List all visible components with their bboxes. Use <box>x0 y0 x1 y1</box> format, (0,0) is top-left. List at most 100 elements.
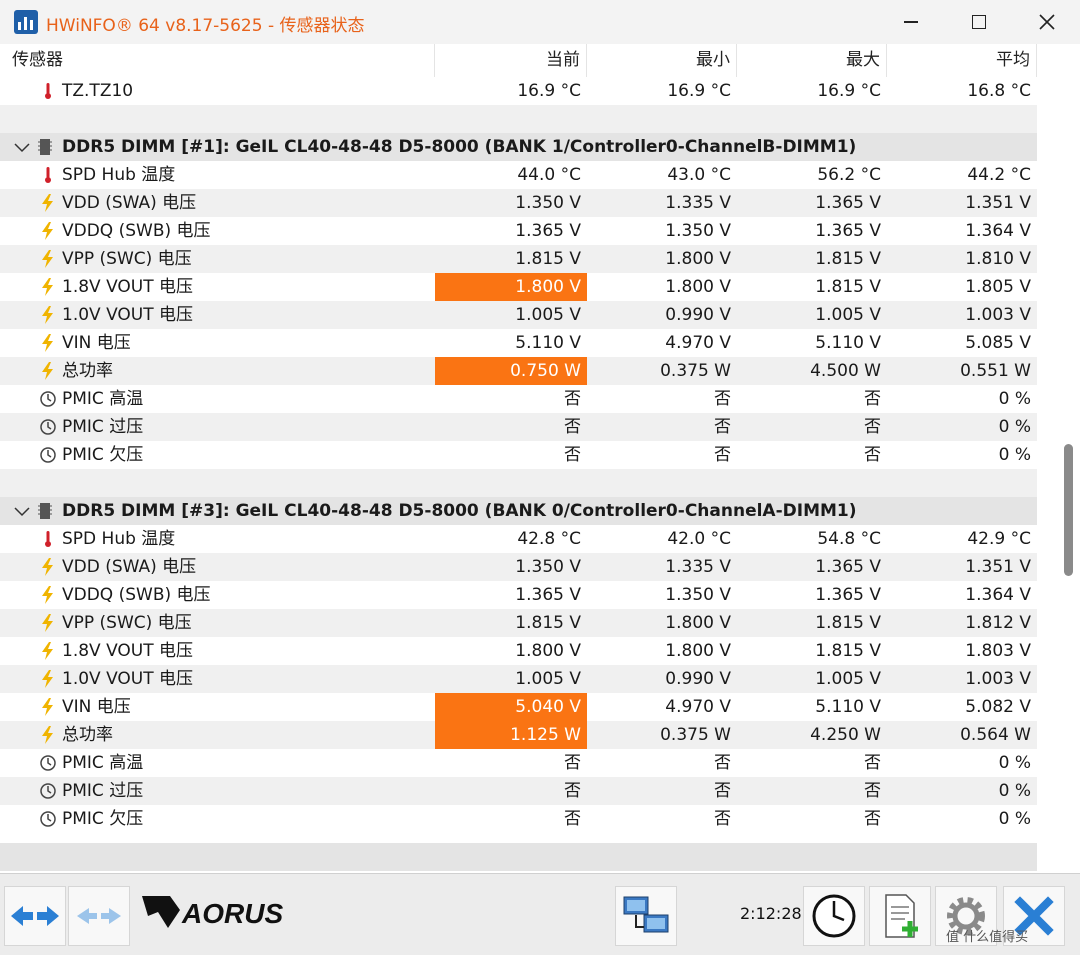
bolt-icon <box>38 557 58 577</box>
column-header-sensor[interactable]: 传感器 <box>0 44 435 77</box>
sensor-row[interactable]: PMIC 高温 否 否 否 0 % <box>0 385 1037 413</box>
sensor-row[interactable]: PMIC 欠压 否 否 否 0 % <box>0 441 1037 469</box>
sensor-row[interactable]: PMIC 过压 否 否 否 0 % <box>0 777 1037 805</box>
next-group-header-partial[interactable] <box>0 843 1037 871</box>
sensor-row[interactable]: VDD (SWA) 电压 1.350 V 1.335 V 1.365 V 1.351 V <box>0 553 1037 581</box>
sensor-row[interactable]: 总功率 0.750 W 0.375 W 4.500 W 0.551 W <box>0 357 1037 385</box>
sensor-group-header[interactable]: DDR5 DIMM [#3]: GeIL CL40-48-48 D5-8000 … <box>0 497 1037 525</box>
sensor-value-avg: 0 % <box>998 809 1031 829</box>
memory-chip-icon <box>38 139 52 155</box>
column-header-current[interactable]: 当前 <box>435 44 587 77</box>
sensor-row[interactable]: 1.0V VOUT 电压 1.005 V 0.990 V 1.005 V 1.003 V <box>0 665 1037 693</box>
column-header-min[interactable]: 最小 <box>587 44 737 77</box>
sensor-row[interactable]: VDDQ (SWB) 电压 1.365 V 1.350 V 1.365 V 1.364 … <box>0 217 1037 245</box>
close-button[interactable] <box>1012 0 1080 44</box>
spacer-row <box>0 105 1037 133</box>
sensor-label: VDDQ (SWB) 电压 <box>62 585 211 605</box>
bolt-icon <box>38 361 58 381</box>
elapsed-time: 2:12:28 <box>740 904 802 923</box>
sensor-row[interactable]: VDD (SWA) 电压 1.350 V 1.335 V 1.365 V 1.351 V <box>0 189 1037 217</box>
sensor-row[interactable]: 1.0V VOUT 电压 1.005 V 0.990 V 1.005 V 1.003 V <box>0 301 1037 329</box>
sensor-row[interactable]: VIN 电压 5.040 V 4.970 V 5.110 V 5.082 V <box>0 693 1037 721</box>
sensor-value-current: 否 <box>564 781 581 801</box>
aorus-logo-text: AORUS <box>181 898 283 929</box>
sensor-value-max: 5.110 V <box>815 333 881 353</box>
sensor-value-avg: 0 % <box>998 389 1031 409</box>
sensor-value-avg: 1.812 V <box>965 613 1031 633</box>
sensor-row[interactable]: 总功率 1.125 W 0.375 W 4.250 W 0.564 W <box>0 721 1037 749</box>
sensor-row[interactable]: 1.8V VOUT 电压 1.800 V 1.800 V 1.815 V 1.805 V <box>0 273 1037 301</box>
clock-status-icon <box>38 753 58 773</box>
sensor-row[interactable]: TZ.TZ10 16.9 °C 16.9 °C 16.9 °C 16.8 °C <box>0 77 1037 105</box>
settings-button[interactable] <box>935 886 997 946</box>
sensor-value-min: 0.990 V <box>665 669 731 689</box>
column-header-max[interactable]: 最大 <box>737 44 887 77</box>
sensor-value-avg: 16.8 °C <box>967 81 1031 101</box>
sensor-row[interactable]: SPD Hub 温度 42.8 °C 42.0 °C 54.8 °C 42.9 °C <box>0 525 1037 553</box>
bolt-icon <box>38 277 58 297</box>
sensor-value-max: 否 <box>864 417 881 437</box>
sensor-value-max: 1.005 V <box>815 669 881 689</box>
sensor-value-min: 否 <box>714 445 731 465</box>
sensor-value-min: 否 <box>714 809 731 829</box>
scrollbar-thumb[interactable] <box>1064 444 1073 576</box>
column-header-avg[interactable]: 平均 <box>887 44 1037 77</box>
network-button[interactable] <box>615 886 677 946</box>
collapse-all-button[interactable] <box>68 886 130 946</box>
aorus-logo: AORUS <box>140 892 300 936</box>
sensor-value-current: 1.365 V <box>515 221 581 241</box>
hwinfo-app-icon <box>14 10 38 34</box>
bolt-icon <box>38 305 58 325</box>
sensor-value-avg: 0.551 W <box>960 361 1031 381</box>
sensor-label: 总功率 <box>62 725 113 745</box>
sensor-value-max: 1.815 V <box>815 277 881 297</box>
sensor-value-max: 16.9 °C <box>817 81 881 101</box>
sensor-row[interactable]: 1.8V VOUT 电压 1.800 V 1.800 V 1.815 V 1.803 V <box>0 637 1037 665</box>
sensor-value-max: 4.250 W <box>810 725 881 745</box>
minimize-button[interactable] <box>876 0 946 44</box>
watermark-text: 值 什么值得买 <box>946 930 1029 945</box>
sensor-value-min: 1.335 V <box>665 557 731 577</box>
sensor-row[interactable]: VIN 电压 5.110 V 4.970 V 5.110 V 5.085 V <box>0 329 1037 357</box>
sensor-value-avg: 0 % <box>998 417 1031 437</box>
chevron-down-icon[interactable] <box>12 138 32 156</box>
sensor-row[interactable]: PMIC 欠压 否 否 否 0 % <box>0 805 1037 833</box>
sensor-label: PMIC 欠压 <box>62 809 144 829</box>
sensor-group-header[interactable]: DDR5 DIMM [#1]: GeIL CL40-48-48 D5-8000 … <box>0 133 1037 161</box>
sensor-value-current: 1.800 V <box>435 273 587 301</box>
sensor-value-avg: 44.2 °C <box>967 165 1031 185</box>
bolt-icon <box>38 697 58 717</box>
sensor-row[interactable]: SPD Hub 温度 44.0 °C 43.0 °C 56.2 °C 44.2 °C <box>0 161 1037 189</box>
logging-button[interactable] <box>869 886 931 946</box>
sensor-value-avg: 1.003 V <box>965 669 1031 689</box>
sensor-value-max: 1.365 V <box>815 193 881 213</box>
sensor-label: PMIC 欠压 <box>62 445 144 465</box>
sensor-label: VDDQ (SWB) 电压 <box>62 221 211 241</box>
sensor-row[interactable]: VPP (SWC) 电压 1.815 V 1.800 V 1.815 V 1.810 V <box>0 245 1037 273</box>
expand-all-button[interactable] <box>4 886 66 946</box>
sensor-row[interactable]: VPP (SWC) 电压 1.815 V 1.800 V 1.815 V 1.812 V <box>0 609 1037 637</box>
sensor-row[interactable]: VDDQ (SWB) 电压 1.365 V 1.350 V 1.365 V 1.364 … <box>0 581 1037 609</box>
sensor-value-current: 1.365 V <box>515 585 581 605</box>
sensor-value-current: 5.110 V <box>515 333 581 353</box>
sensor-list[interactable]: TZ.TZ10 16.9 °C 16.9 °C 16.9 °C 16.8 °C DDR5 … <box>0 77 1040 873</box>
sensor-value-max: 1.815 V <box>815 613 881 633</box>
sensor-label: SPD Hub 温度 <box>62 165 176 185</box>
sensor-row[interactable]: PMIC 过压 否 否 否 0 % <box>0 413 1037 441</box>
bolt-icon <box>38 221 58 241</box>
reset-timer-button[interactable] <box>803 886 865 946</box>
maximize-button[interactable] <box>944 0 1014 44</box>
sensor-value-max: 1.365 V <box>815 557 881 577</box>
sensor-label: VIN 电压 <box>62 333 131 353</box>
sensor-row[interactable]: PMIC 高温 否 否 否 0 % <box>0 749 1037 777</box>
exit-button[interactable] <box>1003 886 1065 946</box>
sensor-value-min: 0.990 V <box>665 305 731 325</box>
sensor-value-current: 1.350 V <box>515 193 581 213</box>
vertical-scrollbar[interactable] <box>1058 44 1080 873</box>
sensor-value-avg: 1.364 V <box>965 221 1031 241</box>
sensor-value-current: 否 <box>564 445 581 465</box>
sensor-value-avg: 1.803 V <box>965 641 1031 661</box>
chevron-down-icon[interactable] <box>12 502 32 520</box>
sensor-value-min: 否 <box>714 753 731 773</box>
sensor-label: VPP (SWC) 电压 <box>62 249 192 269</box>
